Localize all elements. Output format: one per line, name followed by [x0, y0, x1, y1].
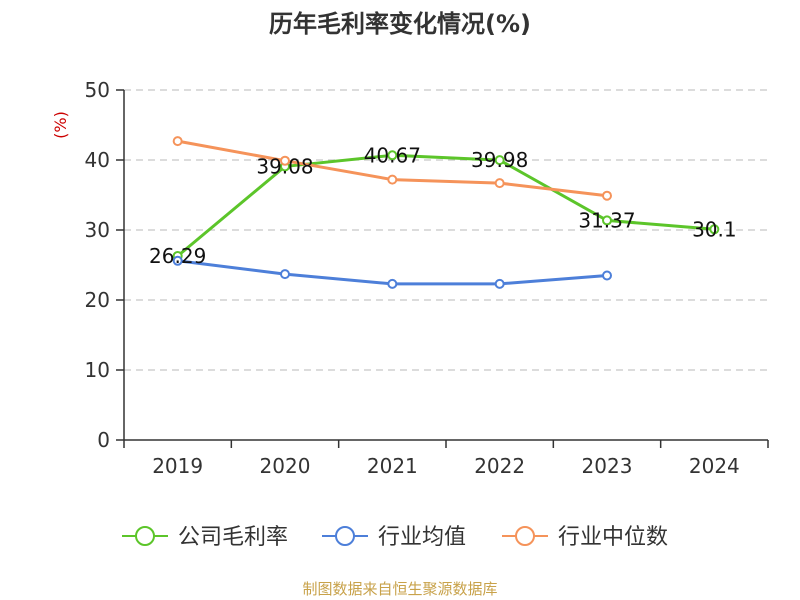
data-label-2024: 30.1	[692, 217, 737, 241]
point-s0-2024	[709, 224, 720, 235]
gridlines	[124, 89, 768, 371]
y-tick-label-30: 30	[85, 218, 110, 242]
point-s1-2022	[494, 278, 505, 289]
legend-marker-1	[335, 526, 355, 546]
point-s1-2021	[387, 278, 398, 289]
point-s1-2019	[172, 255, 183, 266]
source-footer: 制图数据来自恒生聚源数据库	[302, 580, 497, 598]
series-line-0	[176, 153, 715, 258]
data-labels: 26.29 39.08 40.67 39.98 31.37 30.1	[149, 143, 737, 268]
legend-label-0: 公司毛利率	[178, 525, 288, 550]
legend: 公司毛利率 行业均值 行业中位数	[122, 525, 668, 550]
y-tick-label-50: 50	[85, 78, 110, 102]
point-s1-2023	[602, 270, 612, 281]
legend-label-1: 行业均值	[378, 525, 466, 550]
y-tick-label-40: 40	[85, 148, 110, 172]
x-tick-label-2020: 2020	[260, 454, 311, 478]
series-group	[172, 136, 720, 289]
x-tick-label-2022: 2022	[474, 454, 525, 478]
chart-title: 历年毛利率变化情况(%)	[269, 10, 531, 38]
point-s2-2022	[494, 178, 505, 189]
x-tick-label-2021: 2021	[367, 454, 418, 478]
point-s2-2020	[280, 155, 290, 166]
data-label-2023: 31.37	[578, 208, 635, 232]
point-s0-2022	[494, 155, 505, 166]
legend-marker-0	[135, 526, 155, 546]
y-tick-label-0: 0	[97, 428, 110, 452]
point-s0-2023	[602, 215, 612, 226]
point-s2-2019	[172, 136, 183, 147]
x-tick-label-2023: 2023	[582, 454, 633, 478]
y-axis-unit: (%)	[51, 111, 70, 139]
data-label-2022: 39.98	[471, 148, 528, 172]
point-s1-2020	[280, 269, 290, 280]
y-tick-label-10: 10	[85, 358, 110, 382]
data-label-2021: 40.67	[364, 143, 421, 167]
axes: 0 10 20 30 40 50 2019 2020 2021 2022 2023 2024	[85, 78, 769, 478]
point-s2-2021	[387, 174, 398, 185]
legend-label-2: 行业中位数	[558, 525, 668, 550]
x-tick-label-2024: 2024	[689, 454, 740, 478]
point-s0-2021	[387, 150, 398, 161]
point-s2-2023	[602, 190, 612, 201]
data-label-2019: 26.29	[149, 244, 206, 268]
y-tick-label-20: 20	[85, 288, 110, 312]
legend-marker-2	[515, 526, 535, 546]
x-tick-label-2019: 2019	[152, 454, 203, 478]
data-label-2020: 39.08	[256, 154, 313, 178]
